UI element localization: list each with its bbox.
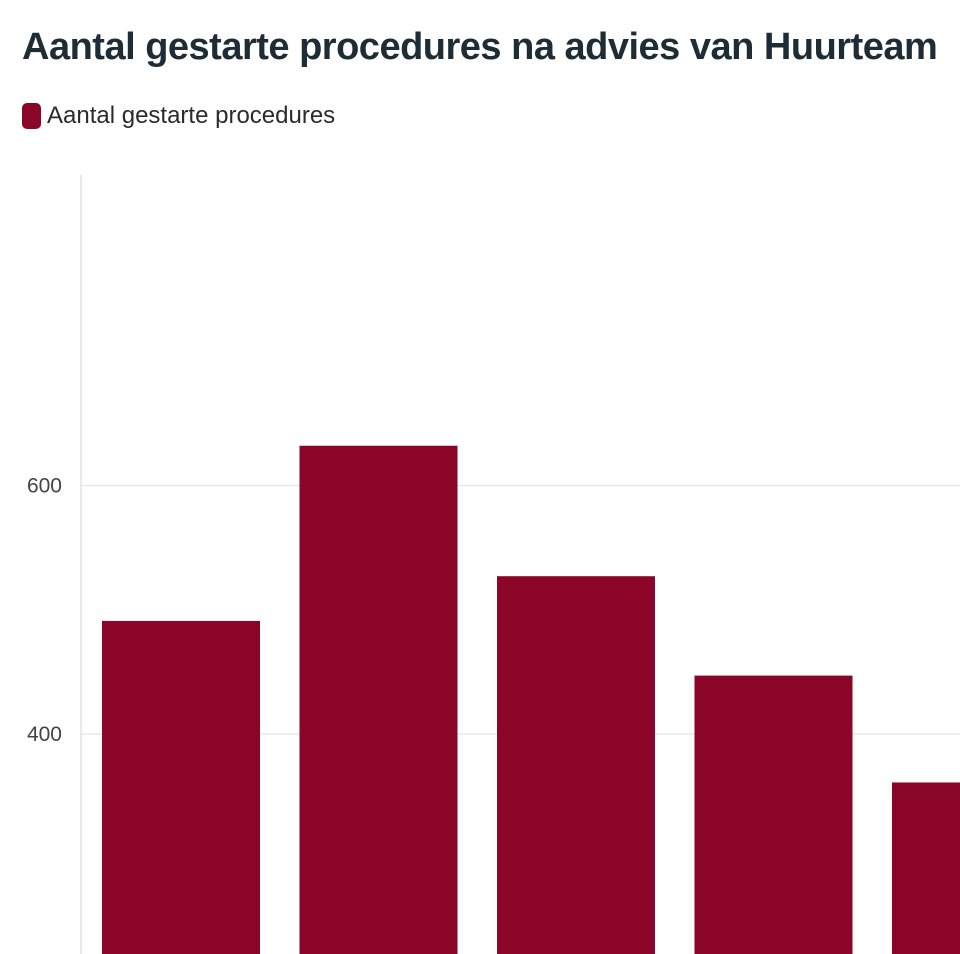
legend-label: Aantal gestarte procedures bbox=[47, 102, 336, 129]
bar-4[interactable] bbox=[694, 675, 853, 954]
legend-swatch bbox=[22, 103, 41, 129]
bar-1[interactable] bbox=[102, 620, 260, 954]
bar-5[interactable] bbox=[892, 782, 960, 954]
chart-title: Aantal gestarte procedures na advies van… bbox=[22, 26, 938, 68]
y-tick-label: 600 bbox=[27, 475, 62, 498]
bar-2[interactable] bbox=[299, 445, 458, 954]
legend: Aantal gestarte procedures bbox=[22, 102, 335, 130]
bar-3[interactable] bbox=[497, 576, 655, 954]
y-tick-label: 400 bbox=[27, 723, 62, 746]
